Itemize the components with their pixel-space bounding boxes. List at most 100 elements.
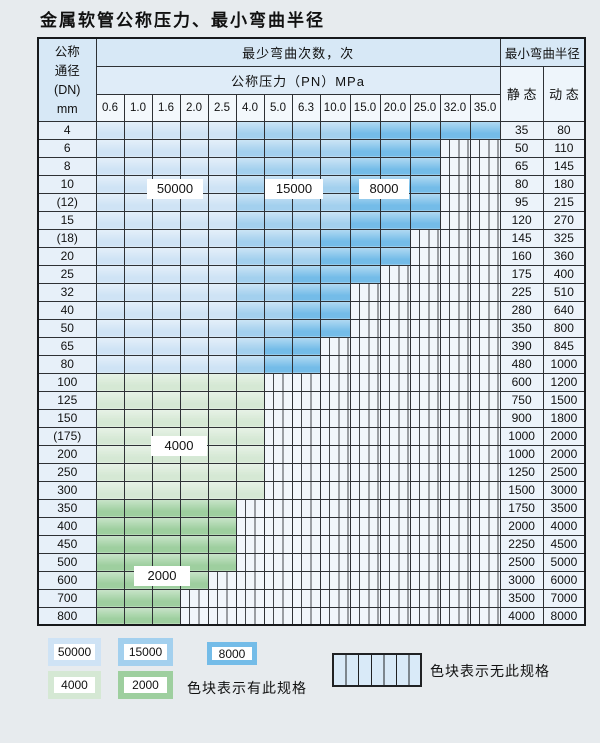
no-spec-cell: [409, 606, 441, 626]
spec-cell-50000: [123, 318, 153, 338]
spec-cell-50000: [95, 354, 125, 374]
spec-cell-8000: [379, 156, 411, 176]
no-spec-cell: [235, 606, 265, 626]
spec-cell-4000: [123, 426, 153, 446]
spec-cell-50000: [179, 138, 209, 158]
no-spec-cell: [439, 192, 471, 212]
pressure-value: 1.0: [123, 93, 153, 122]
legend-swatch-15000: 15000: [118, 638, 173, 666]
no-spec-cell: [291, 570, 321, 590]
no-spec-cell: [439, 588, 471, 608]
no-spec-cell: [469, 390, 501, 410]
no-spec-cell: [409, 318, 441, 338]
no-spec-cell: [409, 264, 441, 284]
spec-cell-15000: [235, 318, 265, 338]
no-spec-cell: [349, 426, 381, 446]
table-row: 15 120 270: [37, 210, 586, 230]
spec-cell-4000: [207, 462, 237, 482]
spec-cell-8000: [319, 246, 351, 266]
no-spec-cell: [379, 354, 411, 374]
table-row: 500 2500 5000: [37, 552, 586, 572]
spec-cell-50000: [179, 210, 209, 230]
spec-cell-15000: [291, 138, 321, 158]
no-spec-cell: [439, 534, 471, 554]
spec-cell-50000: [123, 336, 153, 356]
spec-cell-2000: [95, 588, 125, 608]
spec-cell-50000: [95, 156, 125, 176]
no-spec-cell: [469, 246, 501, 266]
table-row: 6 50 110: [37, 138, 586, 158]
spec-cell-15000: [235, 138, 265, 158]
spec-cell-4000: [123, 444, 153, 464]
no-spec-cell: [469, 534, 501, 554]
spec-cell-15000: [235, 210, 265, 230]
spec-cell-4000: [179, 408, 209, 428]
no-spec-cell: [349, 516, 381, 536]
no-spec-cell: [469, 372, 501, 392]
spec-cell-15000: [235, 174, 265, 194]
no-spec-cell: [469, 462, 501, 482]
dn-value: 700: [37, 588, 97, 608]
spec-cell-50000: [123, 246, 153, 266]
spec-cell-50000: [123, 156, 153, 176]
static-value: 145: [499, 228, 544, 248]
spec-cell-15000: [291, 120, 321, 140]
no-spec-cell: [379, 480, 411, 500]
spec-cell-4000: [95, 462, 125, 482]
static-value: 280: [499, 300, 544, 320]
no-spec-cell: [235, 588, 265, 608]
spec-cell-4000: [235, 426, 265, 446]
static-value: 175: [499, 264, 544, 284]
pressure-value: 15.0: [349, 93, 381, 122]
dynamic-value: 80: [542, 120, 586, 140]
no-spec-cell: [409, 552, 441, 572]
dn-value: 350: [37, 498, 97, 518]
static-value: 120: [499, 210, 544, 230]
spec-cell-2000: [151, 534, 181, 554]
table-body: 4 35 80 6 50 110 8 65 145 10 80 180 (12) 95 215 15 120 27…: [37, 120, 586, 626]
dynamic-value: 7000: [542, 588, 586, 608]
dynamic-value: 180: [542, 174, 586, 194]
no-spec-cell: [319, 588, 351, 608]
no-spec-cell: [379, 264, 411, 284]
spec-cell-50000: [151, 228, 181, 248]
table-row: 150 900 1800: [37, 408, 586, 428]
spec-cell-50000: [151, 300, 181, 320]
spec-cell-15000: [319, 210, 351, 230]
spec-cell-2000: [207, 552, 237, 572]
no-spec-cell: [319, 336, 351, 356]
spec-cell-50000: [123, 210, 153, 230]
no-spec-cell: [379, 444, 411, 464]
pressure-value: 35.0: [469, 93, 501, 122]
spec-cell-8000: [409, 174, 441, 194]
no-spec-cell: [379, 318, 411, 338]
spec-cell-50000: [123, 300, 153, 320]
spec-cell-50000: [95, 246, 125, 266]
spec-cell-15000: [235, 300, 265, 320]
no-spec-cell: [439, 426, 471, 446]
dn-value: 800: [37, 606, 97, 626]
cycles-header: 最少弯曲次数，次: [95, 37, 501, 67]
no-spec-cell: [319, 426, 351, 446]
cycles-label-8000: 8000: [359, 179, 409, 199]
spec-cell-15000: [263, 138, 293, 158]
no-spec-cell: [349, 408, 381, 428]
no-spec-cell: [291, 444, 321, 464]
no-spec-cell: [379, 336, 411, 356]
no-spec-cell: [291, 552, 321, 572]
no-spec-cell: [263, 408, 293, 428]
no-spec-cell: [349, 390, 381, 410]
dynamic-value: 1000: [542, 354, 586, 374]
no-spec-cell: [263, 606, 293, 626]
static-value: 160: [499, 246, 544, 266]
dn-value: 65: [37, 336, 97, 356]
pressure-value: 6.3: [291, 93, 321, 122]
no-spec-cell: [263, 426, 293, 446]
spec-cell-15000: [235, 282, 265, 302]
spec-cell-8000: [409, 138, 441, 158]
spec-cell-50000: [207, 336, 237, 356]
legend-swatch-8000: 8000: [207, 642, 257, 665]
dynamic-value: 4500: [542, 534, 586, 554]
dn-value: 200: [37, 444, 97, 464]
spec-cell-15000: [319, 192, 351, 212]
